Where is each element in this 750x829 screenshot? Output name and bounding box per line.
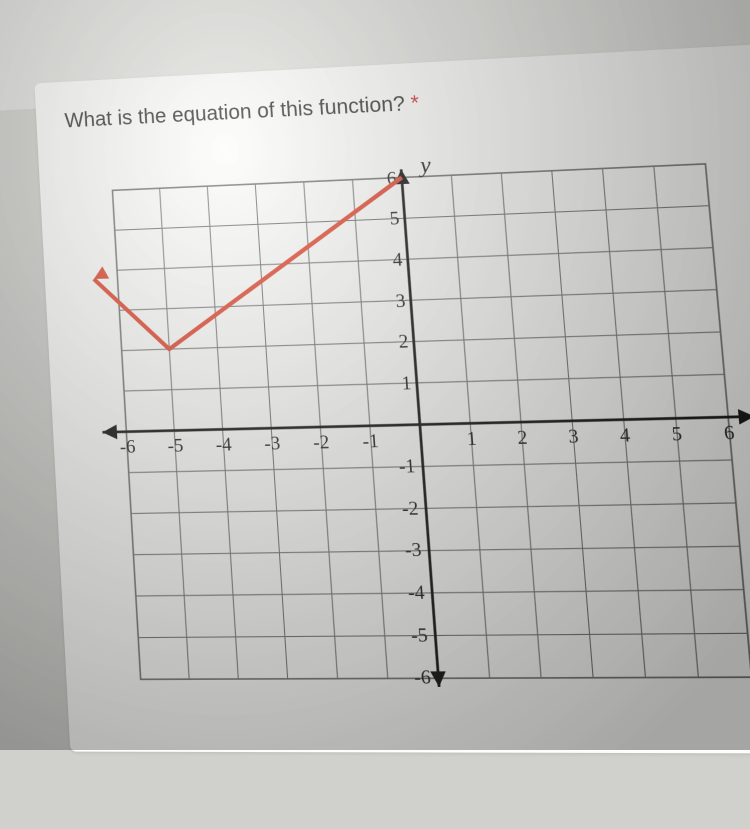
svg-text:1: 1 <box>466 427 478 449</box>
svg-text:-1: -1 <box>362 430 380 452</box>
svg-text:1: 1 <box>401 372 412 394</box>
question-label: What is the equation of this function? <box>64 93 406 133</box>
svg-text:4: 4 <box>619 424 631 446</box>
y-axis-label: y <box>417 151 432 178</box>
svg-text:2: 2 <box>398 330 409 352</box>
svg-text:4: 4 <box>392 248 403 270</box>
svg-text:-5: -5 <box>410 624 428 646</box>
svg-text:2: 2 <box>517 426 529 448</box>
svg-text:-1: -1 <box>398 455 416 477</box>
svg-text:3: 3 <box>395 290 406 312</box>
svg-text:-4: -4 <box>407 581 425 603</box>
function-arrow <box>93 266 109 279</box>
svg-text:-6: -6 <box>119 436 136 458</box>
graph-container: y x -6 -5 -4 -3 -2 -1 1 2 3 4 5 6 <box>67 132 750 710</box>
svg-text:5: 5 <box>671 423 683 445</box>
svg-text:5: 5 <box>389 207 400 229</box>
svg-text:-3: -3 <box>404 538 422 560</box>
svg-text:-2: -2 <box>401 497 419 519</box>
svg-text:3: 3 <box>568 425 580 447</box>
svg-text:-2: -2 <box>312 431 330 453</box>
question-text: What is the equation of this function? * <box>64 73 750 133</box>
x-tick-labels: -6 -5 -4 -3 -2 -1 1 2 3 4 5 6 <box>119 421 735 457</box>
svg-text:-5: -5 <box>167 434 184 456</box>
function-graph: y x -6 -5 -4 -3 -2 -1 1 2 3 4 5 6 <box>67 132 750 710</box>
grid-lines <box>112 164 750 680</box>
svg-text:-4: -4 <box>215 433 232 455</box>
svg-text:-3: -3 <box>264 432 281 454</box>
svg-text:6: 6 <box>723 421 735 443</box>
svg-text:-6: -6 <box>413 666 431 688</box>
required-asterisk: * <box>410 92 420 115</box>
function-line <box>89 177 414 351</box>
question-card: What is the equation of this function? * <box>34 43 750 753</box>
axes <box>88 154 750 687</box>
